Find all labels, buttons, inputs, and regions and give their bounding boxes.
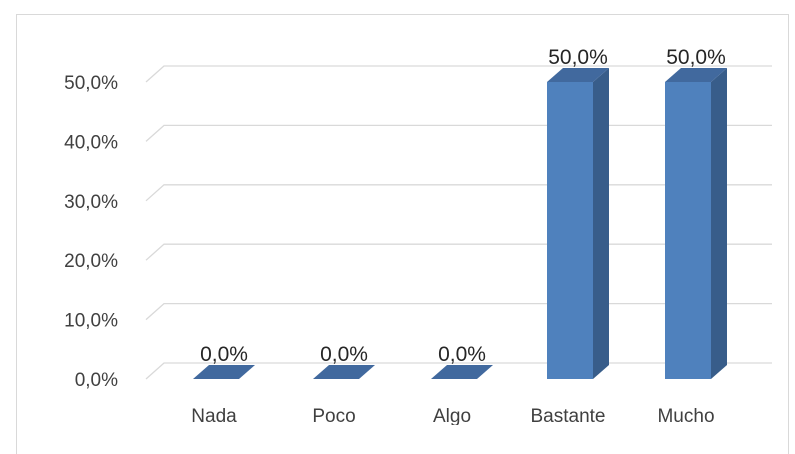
category-label: Mucho [657, 406, 714, 425]
data-label: 50,0% [666, 46, 726, 69]
data-label: 0,0% [320, 343, 368, 366]
category-label: Nada [191, 406, 237, 425]
y-tick-label: 20,0% [64, 251, 118, 272]
data-label: 50,0% [548, 46, 608, 69]
y-tick-label: 50,0% [64, 73, 118, 94]
bar-chart: 0,0% 10,0% 20,0% 30,0% 40,0% 50,0% 0,0% Nada 0,0… [64, 46, 772, 425]
category-label: Poco [312, 406, 355, 425]
bar-side [593, 68, 609, 379]
bar [547, 82, 593, 379]
category-label: Algo [433, 406, 471, 425]
chart-frame [16, 14, 789, 454]
bar [665, 82, 711, 379]
y-tick-label: 30,0% [64, 192, 118, 213]
bar-top [193, 365, 255, 379]
category-label: Bastante [531, 406, 606, 425]
bar-top [665, 68, 727, 82]
bar-top [431, 365, 493, 379]
y-tick-label: 40,0% [64, 132, 118, 153]
gridline [145, 65, 772, 83]
data-label: 0,0% [438, 343, 486, 366]
y-tick-label: 0,0% [75, 370, 118, 391]
data-label: 0,0% [200, 343, 248, 366]
bar-top [313, 365, 375, 379]
bar-top [547, 68, 609, 82]
bar-side [711, 68, 727, 379]
y-tick-label: 10,0% [64, 311, 118, 332]
